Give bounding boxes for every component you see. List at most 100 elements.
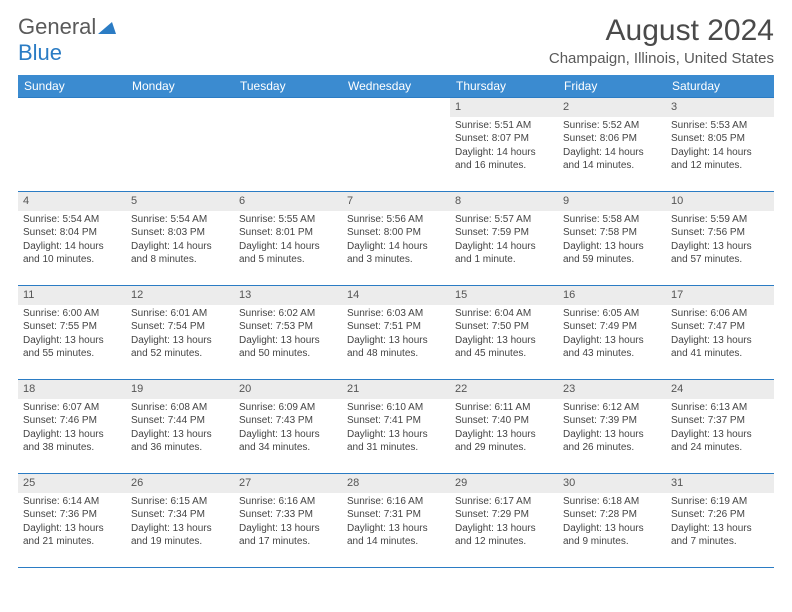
sunset-line: Sunset: 7:37 PM bbox=[671, 414, 769, 428]
calendar-cell: 5 Sunrise: 5:54 AMSunset: 8:03 PMDaylight… bbox=[126, 192, 234, 286]
day-number: 10 bbox=[666, 192, 774, 211]
sunrise-line: Sunrise: 5:53 AM bbox=[671, 119, 769, 133]
calendar-cell: 29Sunrise: 6:17 AMSunset: 7:29 PMDayligh… bbox=[450, 474, 558, 568]
sunrise-line: Sunrise: 6:02 AM bbox=[239, 307, 337, 321]
daylight-line: Daylight: 14 hours and 8 minutes. bbox=[131, 240, 229, 267]
daylight-line: Daylight: 14 hours and 5 minutes. bbox=[239, 240, 337, 267]
day-number: 5 bbox=[126, 192, 234, 211]
daylight-line: Daylight: 13 hours and 57 minutes. bbox=[671, 240, 769, 267]
sunrise-line: Sunrise: 5:54 AM bbox=[131, 213, 229, 227]
daylight-line: Daylight: 13 hours and 24 minutes. bbox=[671, 428, 769, 455]
day-content: Sunrise: 6:15 AMSunset: 7:34 PMDaylight:… bbox=[126, 493, 234, 553]
calendar-body: 1Sunrise: 5:51 AMSunset: 8:07 PMDaylight… bbox=[18, 98, 774, 568]
calendar-cell: 31Sunrise: 6:19 AMSunset: 7:26 PMDayligh… bbox=[666, 474, 774, 568]
day-content: Sunrise: 5:57 AMSunset: 7:59 PMDaylight:… bbox=[450, 211, 558, 271]
daylight-line: Daylight: 13 hours and 21 minutes. bbox=[23, 522, 121, 549]
calendar-cell: 21Sunrise: 6:10 AMSunset: 7:41 PMDayligh… bbox=[342, 380, 450, 474]
daylight-line: Daylight: 13 hours and 41 minutes. bbox=[671, 334, 769, 361]
daylight-line: Daylight: 13 hours and 48 minutes. bbox=[347, 334, 445, 361]
day-number: 11 bbox=[18, 286, 126, 305]
sunset-line: Sunset: 7:33 PM bbox=[239, 508, 337, 522]
day-number: 14 bbox=[342, 286, 450, 305]
weekday-header: Saturday bbox=[666, 75, 774, 98]
day-content: Sunrise: 6:17 AMSunset: 7:29 PMDaylight:… bbox=[450, 493, 558, 553]
day-content: Sunrise: 6:16 AMSunset: 7:33 PMDaylight:… bbox=[234, 493, 342, 553]
daylight-line: Daylight: 13 hours and 29 minutes. bbox=[455, 428, 553, 455]
day-number: 21 bbox=[342, 380, 450, 399]
weekday-header: Tuesday bbox=[234, 75, 342, 98]
day-content: Sunrise: 5:55 AMSunset: 8:01 PMDaylight:… bbox=[234, 211, 342, 271]
calendar-cell: 10 Sunrise: 5:59 AMSunset: 7:56 PMDayligh… bbox=[666, 192, 774, 286]
day-content: Sunrise: 6:19 AMSunset: 7:26 PMDaylight:… bbox=[666, 493, 774, 553]
day-content: Sunrise: 5:53 AMSunset: 8:05 PMDaylight:… bbox=[666, 117, 774, 177]
day-content: Sunrise: 5:51 AMSunset: 8:07 PMDaylight:… bbox=[450, 117, 558, 177]
sunset-line: Sunset: 7:44 PM bbox=[131, 414, 229, 428]
sunrise-line: Sunrise: 5:51 AM bbox=[455, 119, 553, 133]
sunset-line: Sunset: 7:41 PM bbox=[347, 414, 445, 428]
day-number: 22 bbox=[450, 380, 558, 399]
daylight-line: Daylight: 13 hours and 26 minutes. bbox=[563, 428, 661, 455]
sunset-line: Sunset: 8:06 PM bbox=[563, 132, 661, 146]
calendar-cell: 16Sunrise: 6:05 AMSunset: 7:49 PMDayligh… bbox=[558, 286, 666, 380]
title-block: August 2024 Champaign, Illinois, United … bbox=[549, 14, 774, 67]
day-content: Sunrise: 6:06 AMSunset: 7:47 PMDaylight:… bbox=[666, 305, 774, 365]
day-number: 25 bbox=[18, 474, 126, 493]
sunrise-line: Sunrise: 6:14 AM bbox=[23, 495, 121, 509]
sunrise-line: Sunrise: 6:06 AM bbox=[671, 307, 769, 321]
sunrise-line: Sunrise: 5:59 AM bbox=[671, 213, 769, 227]
sunrise-line: Sunrise: 5:54 AM bbox=[23, 213, 121, 227]
daylight-line: Daylight: 13 hours and 45 minutes. bbox=[455, 334, 553, 361]
calendar-cell: 4Sunrise: 5:54 AMSunset: 8:04 PMDaylight… bbox=[18, 192, 126, 286]
sunset-line: Sunset: 7:26 PM bbox=[671, 508, 769, 522]
weekday-header: Friday bbox=[558, 75, 666, 98]
sunset-line: Sunset: 8:00 PM bbox=[347, 226, 445, 240]
logo-triangle-icon bbox=[98, 14, 116, 40]
location: Champaign, Illinois, United States bbox=[549, 50, 774, 67]
sunrise-line: Sunrise: 5:56 AM bbox=[347, 213, 445, 227]
calendar-cell: 2Sunrise: 5:52 AMSunset: 8:06 PMDaylight… bbox=[558, 98, 666, 192]
sunrise-line: Sunrise: 6:05 AM bbox=[563, 307, 661, 321]
weekday-header: Thursday bbox=[450, 75, 558, 98]
sunrise-line: Sunrise: 6:11 AM bbox=[455, 401, 553, 415]
calendar-page: General Blue August 2024 Champaign, Illi… bbox=[0, 0, 792, 582]
sunset-line: Sunset: 8:01 PM bbox=[239, 226, 337, 240]
sunset-line: Sunset: 7:58 PM bbox=[563, 226, 661, 240]
daylight-line: Daylight: 13 hours and 17 minutes. bbox=[239, 522, 337, 549]
daylight-line: Daylight: 13 hours and 50 minutes. bbox=[239, 334, 337, 361]
sunrise-line: Sunrise: 5:58 AM bbox=[563, 213, 661, 227]
daylight-line: Daylight: 13 hours and 36 minutes. bbox=[131, 428, 229, 455]
daylight-line: Daylight: 13 hours and 12 minutes. bbox=[455, 522, 553, 549]
calendar-cell: 18Sunrise: 6:07 AMSunset: 7:46 PMDayligh… bbox=[18, 380, 126, 474]
daylight-line: Daylight: 13 hours and 19 minutes. bbox=[131, 522, 229, 549]
sunset-line: Sunset: 7:36 PM bbox=[23, 508, 121, 522]
calendar-cell: 22Sunrise: 6:11 AMSunset: 7:40 PMDayligh… bbox=[450, 380, 558, 474]
sunset-line: Sunset: 7:55 PM bbox=[23, 320, 121, 334]
sunrise-line: Sunrise: 5:52 AM bbox=[563, 119, 661, 133]
day-number: 2 bbox=[558, 98, 666, 117]
daylight-line: Daylight: 14 hours and 16 minutes. bbox=[455, 146, 553, 173]
sunset-line: Sunset: 8:05 PM bbox=[671, 132, 769, 146]
daylight-line: Daylight: 13 hours and 55 minutes. bbox=[23, 334, 121, 361]
calendar-cell: 17Sunrise: 6:06 AMSunset: 7:47 PMDayligh… bbox=[666, 286, 774, 380]
day-number: 24 bbox=[666, 380, 774, 399]
day-number: 12 bbox=[126, 286, 234, 305]
sunrise-line: Sunrise: 6:00 AM bbox=[23, 307, 121, 321]
calendar-cell: 19Sunrise: 6:08 AMSunset: 7:44 PMDayligh… bbox=[126, 380, 234, 474]
sunset-line: Sunset: 7:56 PM bbox=[671, 226, 769, 240]
daylight-line: Daylight: 13 hours and 9 minutes. bbox=[563, 522, 661, 549]
calendar-cell: 12Sunrise: 6:01 AMSunset: 7:54 PMDayligh… bbox=[126, 286, 234, 380]
sunrise-line: Sunrise: 6:19 AM bbox=[671, 495, 769, 509]
daylight-line: Daylight: 13 hours and 38 minutes. bbox=[23, 428, 121, 455]
daylight-line: Daylight: 13 hours and 52 minutes. bbox=[131, 334, 229, 361]
day-number: 16 bbox=[558, 286, 666, 305]
calendar-cell: 20Sunrise: 6:09 AMSunset: 7:43 PMDayligh… bbox=[234, 380, 342, 474]
day-content: Sunrise: 6:14 AMSunset: 7:36 PMDaylight:… bbox=[18, 493, 126, 553]
sunset-line: Sunset: 7:39 PM bbox=[563, 414, 661, 428]
day-content: Sunrise: 5:52 AMSunset: 8:06 PMDaylight:… bbox=[558, 117, 666, 177]
day-content: Sunrise: 6:10 AMSunset: 7:41 PMDaylight:… bbox=[342, 399, 450, 459]
sunset-line: Sunset: 8:03 PM bbox=[131, 226, 229, 240]
day-number: 28 bbox=[342, 474, 450, 493]
sunrise-line: Sunrise: 6:15 AM bbox=[131, 495, 229, 509]
sunset-line: Sunset: 8:07 PM bbox=[455, 132, 553, 146]
day-number: 17 bbox=[666, 286, 774, 305]
